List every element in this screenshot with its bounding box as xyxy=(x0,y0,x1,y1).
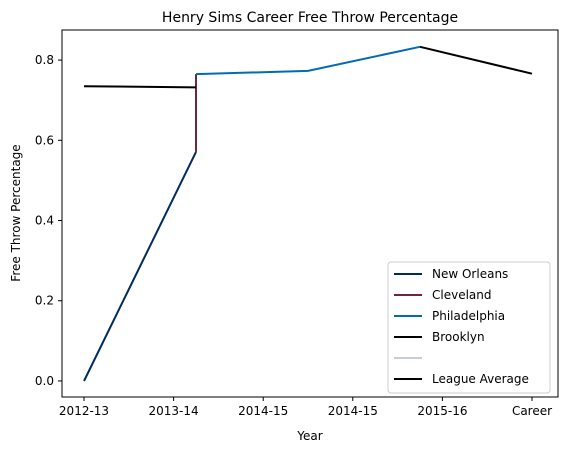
plot-area xyxy=(61,29,559,398)
x-axis: 2012-13 2013-14 2014-15 2014-15 2015-16 Caree… xyxy=(59,397,552,418)
y-tick-label: 0.4 xyxy=(35,214,54,228)
series-line xyxy=(195,45,421,76)
x-tick-label: 2014-15 xyxy=(328,404,378,418)
x-tick-label: 2013-14 xyxy=(149,404,199,418)
legend: New Orleans Cleveland Philadelphia Brooklyn… xyxy=(387,261,551,394)
y-tick-label: 0.6 xyxy=(35,133,54,147)
series-line xyxy=(419,45,533,75)
y-tick-label: 0.8 xyxy=(35,53,54,67)
chart-title: Henry Sims Career Free Throw Percentage xyxy=(162,10,458,26)
x-tick-label: 2012-13 xyxy=(59,404,109,418)
legend-box xyxy=(387,261,551,394)
plot-frame xyxy=(61,29,559,398)
x-tick-label: Career xyxy=(512,404,552,418)
series-line xyxy=(83,85,197,89)
series-line xyxy=(83,151,197,382)
legend-label: Cleveland xyxy=(432,288,492,302)
x-tick-label: 2015-16 xyxy=(417,404,467,418)
x-axis-title: Year xyxy=(296,429,322,443)
series-lines xyxy=(83,45,533,382)
legend-label: League Average xyxy=(432,372,529,386)
legend-label: Philadelphia xyxy=(432,309,505,323)
y-axis: 0.0 0.2 0.4 0.6 0.8 xyxy=(35,53,62,388)
y-tick-label: 0.2 xyxy=(35,294,54,308)
legend-label: New Orleans xyxy=(432,267,508,281)
x-tick-label: 2014-15 xyxy=(238,404,288,418)
y-axis-title: Free Throw Percentage xyxy=(9,144,23,281)
legend-label: Brooklyn xyxy=(432,330,485,344)
y-tick-label: 0.0 xyxy=(35,374,54,388)
